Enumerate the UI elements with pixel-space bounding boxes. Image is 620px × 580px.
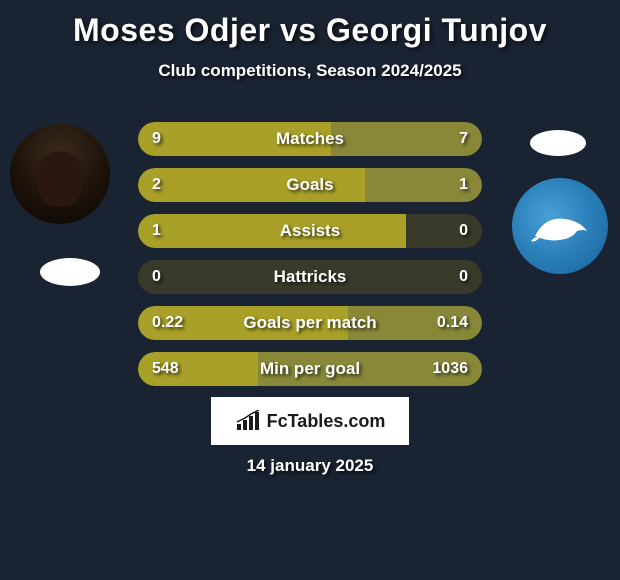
stat-value-right: 0.14: [437, 314, 468, 332]
player1-club-badge: [40, 258, 100, 286]
player1-avatar: [10, 124, 110, 224]
stat-value-right: 1036: [432, 360, 468, 378]
stat-bar-row: 548 1036 Min per goal: [138, 352, 482, 386]
stat-value-left: 9: [152, 130, 161, 148]
stat-label: Assists: [280, 221, 340, 241]
stat-value-left: 0.22: [152, 314, 183, 332]
stat-value-right: 1: [459, 176, 468, 194]
stat-value-left: 0: [152, 268, 161, 286]
stat-label: Goals per match: [243, 313, 376, 333]
stat-value-left: 1: [152, 222, 161, 240]
stat-label: Min per goal: [260, 359, 360, 379]
stat-label: Hattricks: [274, 267, 347, 287]
stat-value-right: 0: [459, 268, 468, 286]
stat-value-right: 0: [459, 222, 468, 240]
chart-icon: [235, 410, 261, 432]
footer-brand-logo: FcTables.com: [211, 397, 409, 445]
stat-bar-row: 0.22 0.14 Goals per match: [138, 306, 482, 340]
comparison-title: Moses Odjer vs Georgi Tunjov: [0, 0, 620, 49]
stat-label: Matches: [276, 129, 344, 149]
dolphin-icon: [525, 201, 595, 251]
player2-club-badge-top: [530, 130, 586, 156]
comparison-date: 14 january 2025: [247, 456, 374, 476]
footer-brand-text: FcTables.com: [267, 411, 386, 432]
stat-value-right: 7: [459, 130, 468, 148]
stat-value-left: 2: [152, 176, 161, 194]
player2-club-badge: [512, 178, 608, 274]
stat-value-left: 548: [152, 360, 179, 378]
stats-bars-container: 9 7 Matches 2 1 Goals 1 0 Assists 0 0 Hattricks 0.22…: [138, 122, 482, 398]
season-subtitle: Club competitions, Season 2024/2025: [0, 61, 620, 81]
stat-bar-row: 2 1 Goals: [138, 168, 482, 202]
stat-bar-row: 1 0 Assists: [138, 214, 482, 248]
stat-label: Goals: [286, 175, 333, 195]
stat-bar-row: 9 7 Matches: [138, 122, 482, 156]
stat-bar-left-fill: [138, 214, 406, 248]
stat-bar-row: 0 0 Hattricks: [138, 260, 482, 294]
